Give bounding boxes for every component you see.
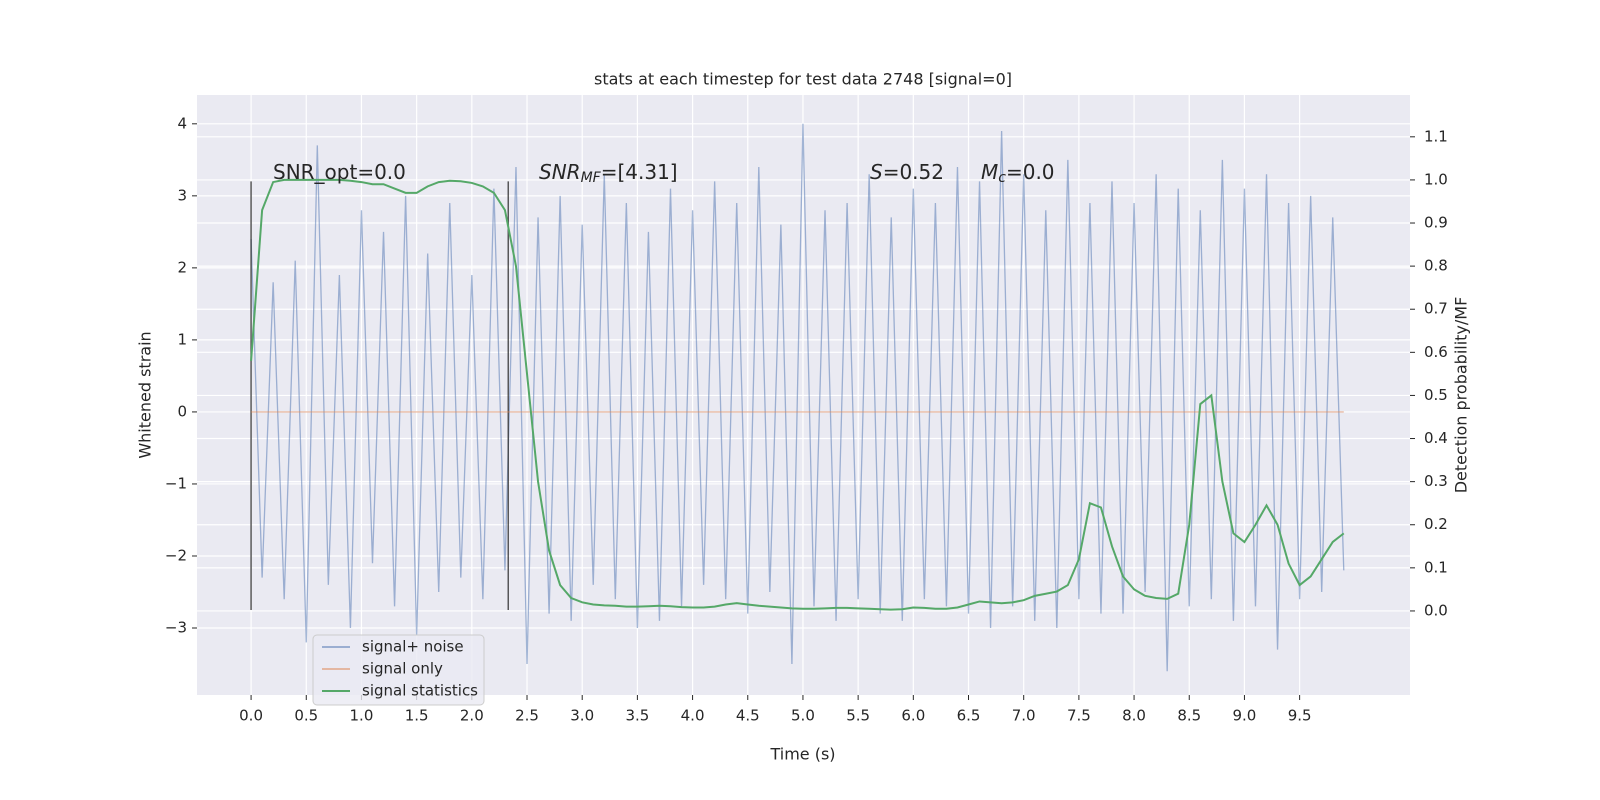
y2-tick-label: 1.1: [1424, 127, 1448, 145]
x-tick-label: 9.5: [1288, 707, 1312, 725]
annotation-part: MF: [581, 170, 602, 186]
y-tick-label: 1: [177, 330, 187, 348]
y-tick-label: 4: [177, 114, 187, 132]
y2-tick-label: 0.2: [1424, 515, 1448, 533]
x-tick-label: 4.5: [736, 707, 760, 725]
annotation: S=0.52: [870, 160, 944, 184]
y2-tick-label: 0.3: [1424, 472, 1448, 490]
x-tick-label: 8.0: [1122, 707, 1146, 725]
annotation-part: c: [998, 170, 1006, 186]
annotation-part: =0.52: [883, 160, 944, 184]
x-tick-label: 6.0: [901, 707, 925, 725]
annotation-part: M: [981, 160, 998, 184]
y-tick-label: 0: [177, 402, 187, 420]
y2-tick-label: 0.9: [1424, 214, 1448, 232]
x-axis-label: Time (s): [769, 745, 835, 764]
annotation: Mc=0.0: [981, 160, 1055, 187]
x-tick-label: 8.5: [1177, 707, 1201, 725]
y2-tick-label: 0.4: [1424, 429, 1448, 447]
y2-tick-label: 0.0: [1424, 601, 1448, 619]
legend-label: signal statistics: [362, 682, 478, 700]
y-tick-label: −2: [165, 546, 187, 564]
annotation-part: SNR_opt=0.0: [273, 160, 406, 184]
legend-box: [312, 634, 485, 706]
series-line: [250, 123, 1345, 672]
annotation: SNRMF=[4.31]: [539, 160, 678, 187]
x-tick-label: 5.0: [791, 707, 815, 725]
series-line: [250, 178, 1345, 611]
y2-tick-label: 0.6: [1424, 343, 1448, 361]
y-tick-label: 3: [177, 186, 187, 204]
annotation: SNR_opt=0.0: [273, 160, 406, 184]
y-tick-label: 2: [177, 258, 187, 276]
x-tick-label: 2.0: [460, 707, 484, 725]
x-tick-label: 6.5: [957, 707, 981, 725]
y-tick-label: −1: [165, 474, 187, 492]
annotation-part: =0.0: [1006, 160, 1055, 184]
x-tick-label: 2.5: [515, 707, 539, 725]
y2-tick-label: 1.0: [1424, 170, 1448, 188]
legend-label: signal only: [362, 660, 443, 678]
x-tick-label: 3.5: [625, 707, 649, 725]
y2-axis-label: Detection probability/MF: [1452, 297, 1471, 494]
x-tick-label: 7.5: [1067, 707, 1091, 725]
y-tick-label: −3: [165, 619, 187, 637]
annotation-part: SNR: [539, 160, 581, 184]
x-tick-label: 7.0: [1012, 707, 1036, 725]
y2-tick-label: 0.1: [1424, 558, 1448, 576]
x-tick-label: 4.0: [681, 707, 705, 725]
y-axis-label: Whitened strain: [136, 331, 155, 458]
y2-tick-label: 0.8: [1424, 257, 1448, 275]
y2-tick-label: 0.5: [1424, 386, 1448, 404]
x-tick-label: 0.0: [239, 707, 263, 725]
x-tick-label: 9.0: [1233, 707, 1257, 725]
chart-title: stats at each timestep for test data 274…: [594, 70, 1012, 89]
x-tick-label: 3.0: [570, 707, 594, 725]
y2-tick-label: 0.7: [1424, 300, 1448, 318]
legend: signal+ noise signal only signal statistic…: [312, 634, 485, 706]
x-tick-label: 0.5: [294, 707, 318, 725]
legend-label: signal+ noise: [362, 638, 464, 656]
x-tick-label: 5.5: [846, 707, 870, 725]
x-tick-label: 1.5: [405, 707, 429, 725]
x-tick-label: 1.0: [350, 707, 374, 725]
annotation-part: S: [870, 160, 883, 184]
annotation-part: =[4.31]: [601, 160, 678, 184]
